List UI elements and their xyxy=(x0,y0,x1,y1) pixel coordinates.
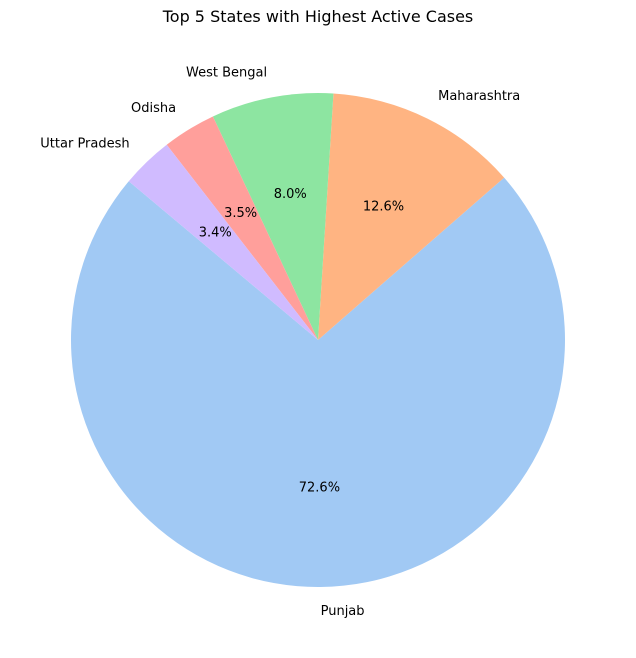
slice-category-label: Uttar Pradesh xyxy=(40,137,129,152)
slice-category-label: Punjab xyxy=(321,604,365,619)
pie-slice-odisha xyxy=(166,116,318,340)
slice-percent-label: 12.6% xyxy=(363,200,404,215)
slice-percent-label: 8.0% xyxy=(274,187,307,202)
slice-percent-label: 3.5% xyxy=(224,206,257,221)
pie-slice-uttar-pradesh xyxy=(128,144,318,340)
pie-slices xyxy=(71,92,566,588)
slice-category-label: West Bengal xyxy=(186,66,267,81)
slice-category-label: Maharashtra xyxy=(438,89,520,104)
slice-percent-label: 72.6% xyxy=(299,481,340,496)
pie-labels: 72.6% Punjab 12.6% Maharashtra 8.0% West Beng… xyxy=(40,66,520,620)
pie-slice-west-bengal xyxy=(212,92,334,340)
slice-category-label: Odisha xyxy=(131,101,176,116)
pie-slice-maharashtra xyxy=(318,93,505,340)
slice-percent-label: 3.4% xyxy=(199,226,232,241)
pie-slice-punjab xyxy=(71,177,566,588)
chart-title: Top 5 States with Highest Active Cases xyxy=(162,7,474,26)
